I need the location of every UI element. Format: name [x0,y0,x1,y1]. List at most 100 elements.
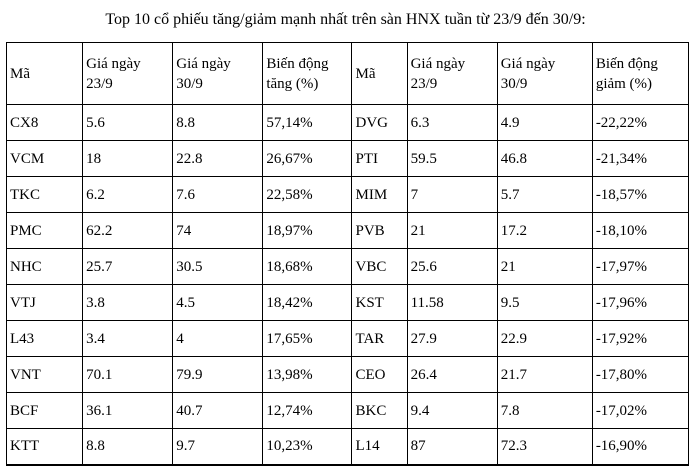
table-row: TKC 6.2 7.6 22,58% MIM 7 5.7 -18,57% [5,176,690,213]
stock-code-cell: L43 [5,320,84,357]
value-cell: 10,23% [262,428,353,466]
stock-code-cell: PVB [351,212,408,249]
value-cell: 59.5 [406,140,498,177]
table-row: VNT 70.1 79.9 13,98% CEO 26.4 21.7 -17,80% [5,356,690,393]
column-header: Biến động tăng (%) [262,42,353,105]
table-row: KTT 8.8 9.7 10,23% L14 87 72.3 -16,90% [5,428,690,466]
stock-code-cell: KTT [5,428,84,466]
table-row: VTJ 3.8 4.5 18,42% KST 11.58 9.5 -17,96% [5,284,690,321]
table-header-row: Mã Giá ngày 23/9 Giá ngày 30/9 Biến động tă… [5,42,690,105]
value-cell: 30.5 [172,248,264,285]
value-cell: 4 [172,320,264,357]
value-cell: 62.2 [82,212,174,249]
value-cell: 70.1 [82,356,174,393]
column-header: Giá ngày 23/9 [406,42,498,105]
stock-code-cell: CEO [351,356,408,393]
table-body: Mã Giá ngày 23/9 Giá ngày 30/9 Biến động tă… [5,42,690,466]
value-cell: 5.6 [82,104,174,141]
value-cell: 26.4 [406,356,498,393]
stock-code-cell: PMC [5,212,84,249]
column-header: Biến động giảm (%) [591,42,690,105]
value-cell: 21 [406,212,498,249]
value-cell: 4.9 [496,104,593,141]
value-cell: 11.58 [406,284,498,321]
table-row: CX8 5.6 8.8 57,14% DVG 6.3 4.9 -22,22% [5,104,690,141]
value-cell: 6.3 [406,104,498,141]
value-cell: 3.8 [82,284,174,321]
value-cell: 3.4 [82,320,174,357]
value-cell: 72.3 [496,428,593,466]
value-cell: 21.7 [496,356,593,393]
value-cell: 21 [496,248,593,285]
column-header: Giá ngày 30/9 [172,42,264,105]
value-cell: 26,67% [262,140,353,177]
stock-code-cell: NHC [5,248,84,285]
table-row: BCF 36.1 40.7 12,74% BKC 9.4 7.8 -17,02% [5,392,690,429]
value-cell: -21,34% [591,140,690,177]
stock-table: Mã Giá ngày 23/9 Giá ngày 30/9 Biến động tă… [5,42,690,466]
stock-code-cell: TKC [5,176,84,213]
column-header: Mã [351,42,408,105]
value-cell: 36.1 [82,392,174,429]
value-cell: 7 [406,176,498,213]
value-cell: 8.8 [82,428,174,466]
stock-code-cell: BCF [5,392,84,429]
table-row: NHC 25.7 30.5 18,68% VBC 25.6 21 -17,97% [5,248,690,285]
stock-code-cell: VTJ [5,284,84,321]
value-cell: -22,22% [591,104,690,141]
value-cell: 9.5 [496,284,593,321]
value-cell: 5.7 [496,176,593,213]
value-cell: 9.4 [406,392,498,429]
value-cell: 12,74% [262,392,353,429]
stock-code-cell: CX8 [5,104,84,141]
stock-code-cell: PTI [351,140,408,177]
value-cell: -16,90% [591,428,690,466]
stock-code-cell: MIM [351,176,408,213]
stock-code-cell: BKC [351,392,408,429]
value-cell: 27.9 [406,320,498,357]
stock-code-cell: VCM [5,140,84,177]
value-cell: 40.7 [172,392,264,429]
value-cell: 25.7 [82,248,174,285]
value-cell: 18,68% [262,248,353,285]
value-cell: -17,80% [591,356,690,393]
value-cell: 7.6 [172,176,264,213]
value-cell: 6.2 [82,176,174,213]
value-cell: 13,98% [262,356,353,393]
value-cell: 9.7 [172,428,264,466]
value-cell: 22,58% [262,176,353,213]
value-cell: 57,14% [262,104,353,141]
value-cell: -17,02% [591,392,690,429]
value-cell: 4.5 [172,284,264,321]
value-cell: -17,97% [591,248,690,285]
column-header: Mã [5,42,84,105]
table-row: VCM 18 22.8 26,67% PTI 59.5 46.8 -21,34% [5,140,690,177]
stock-code-cell: KST [351,284,408,321]
stock-code-cell: VBC [351,248,408,285]
value-cell: 79.9 [172,356,264,393]
value-cell: -18,57% [591,176,690,213]
value-cell: 25.6 [406,248,498,285]
table-row: PMC 62.2 74 18,97% PVB 21 17.2 -18,10% [5,212,690,249]
value-cell: 18,42% [262,284,353,321]
stock-code-cell: TAR [351,320,408,357]
value-cell: -18,10% [591,212,690,249]
table-row: L43 3.4 4 17,65% TAR 27.9 22.9 -17,92% [5,320,690,357]
value-cell: -17,92% [591,320,690,357]
value-cell: 18,97% [262,212,353,249]
column-header: Giá ngày 30/9 [496,42,593,105]
value-cell: 87 [406,428,498,466]
value-cell: 22.9 [496,320,593,357]
column-header: Giá ngày 23/9 [82,42,174,105]
stock-code-cell: VNT [5,356,84,393]
value-cell: -17,96% [591,284,690,321]
value-cell: 18 [82,140,174,177]
value-cell: 17,65% [262,320,353,357]
value-cell: 17.2 [496,212,593,249]
page-title: Top 10 cổ phiếu tăng/giảm mạnh nhất trên… [105,11,586,28]
stock-code-cell: DVG [351,104,408,141]
value-cell: 46.8 [496,140,593,177]
value-cell: 7.8 [496,392,593,429]
value-cell: 8.8 [172,104,264,141]
stock-code-cell: L14 [351,428,408,466]
